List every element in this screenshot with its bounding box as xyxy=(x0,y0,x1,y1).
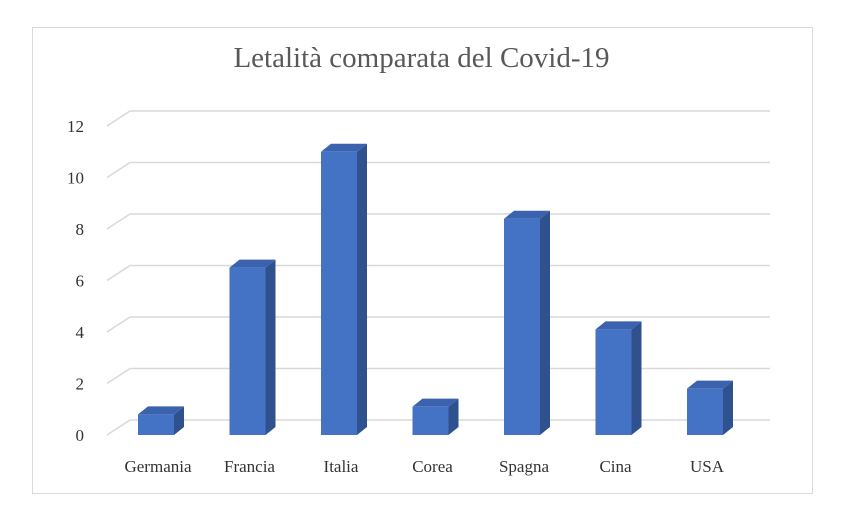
y-tick-label: 10 xyxy=(67,169,84,188)
bar-side xyxy=(540,210,550,435)
x-tick-label: Cina xyxy=(599,457,632,476)
gridline-depth xyxy=(106,367,131,385)
x-tick-label: Francia xyxy=(224,457,275,476)
x-tick-label: USA xyxy=(690,457,725,476)
bar-side xyxy=(631,321,642,435)
bar-side xyxy=(357,143,367,435)
gridline-depth xyxy=(106,316,131,333)
bar-side xyxy=(174,406,184,435)
y-tick-label: 6 xyxy=(76,272,85,291)
y-tick-label: 2 xyxy=(76,375,85,394)
bar-side xyxy=(448,398,459,435)
y-tick-label: 4 xyxy=(76,323,85,342)
bar xyxy=(412,406,449,435)
bar xyxy=(229,267,266,435)
bar-top xyxy=(229,259,276,268)
bar xyxy=(138,414,174,435)
y-tick-label: 8 xyxy=(76,220,85,239)
bar-top xyxy=(504,210,550,219)
gridline-depth xyxy=(106,110,131,127)
y-tick-label: 0 xyxy=(76,426,85,445)
bar xyxy=(504,218,540,435)
gridline-depth xyxy=(106,161,131,179)
bar-top xyxy=(412,398,459,407)
gridline-depth xyxy=(106,264,131,282)
x-tick-label: Germania xyxy=(124,457,191,476)
bar-side xyxy=(265,259,276,435)
bar xyxy=(595,329,632,435)
bar xyxy=(687,388,723,435)
bar-side xyxy=(723,380,733,435)
gridline-depth xyxy=(106,213,131,230)
bar xyxy=(321,151,357,435)
bar-top xyxy=(321,143,367,152)
x-tick-label: Corea xyxy=(412,457,453,476)
bar-top xyxy=(138,406,184,415)
chart-title: Letalità comparata del Covid-19 xyxy=(233,42,610,74)
bar-top xyxy=(595,321,642,330)
bar-top xyxy=(687,380,733,389)
x-tick-label: Italia xyxy=(324,457,359,476)
y-tick-label: 12 xyxy=(67,117,84,136)
x-tick-label: Spagna xyxy=(499,457,550,476)
gridline-depth xyxy=(106,419,131,436)
